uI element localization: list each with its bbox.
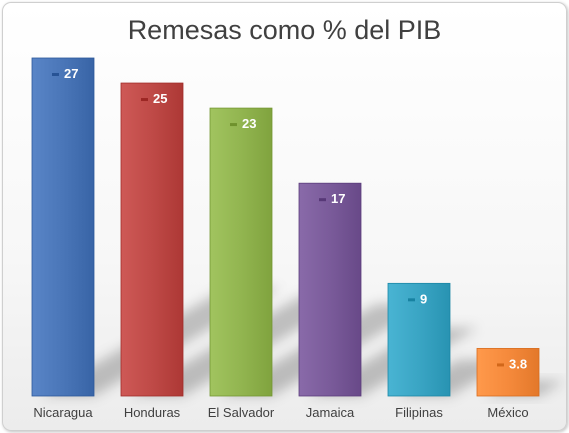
value-marker-nicaragua bbox=[52, 73, 59, 76]
value-label-m-xico: 3.8 bbox=[509, 356, 527, 371]
bars bbox=[31, 57, 540, 397]
value-marker-m-xico bbox=[497, 363, 504, 367]
value-label-filipinas: 9 bbox=[420, 291, 427, 306]
value-label-el-salvador: 23 bbox=[242, 116, 256, 131]
value-marker-filipinas bbox=[408, 298, 415, 302]
bar-el-salvador bbox=[209, 107, 273, 397]
category-label-filipinas: Filipinas bbox=[395, 405, 443, 420]
bar-chart: 27 Nicaragua 25 Honduras 23 El Salvador 17 Jama… bbox=[31, 57, 566, 420]
category-label-jamaica: Jamaica bbox=[306, 405, 355, 420]
bar-filipinas bbox=[387, 282, 451, 397]
category-label-el-salvador: El Salvador bbox=[208, 405, 275, 420]
value-label-jamaica: 17 bbox=[331, 191, 345, 206]
value-marker-el-salvador bbox=[230, 123, 237, 127]
value-marker-honduras bbox=[141, 98, 148, 102]
bar-nicaragua bbox=[31, 57, 95, 397]
value-label-honduras: 25 bbox=[153, 91, 167, 106]
bar-honduras bbox=[120, 82, 184, 397]
bar-jamaica bbox=[298, 182, 362, 397]
labels: 27 Nicaragua 25 Honduras 23 El Salvador 17 Jama… bbox=[33, 66, 528, 420]
value-label-nicaragua: 27 bbox=[64, 66, 78, 81]
category-label-honduras: Honduras bbox=[124, 405, 181, 420]
category-label-nicaragua: Nicaragua bbox=[33, 405, 93, 420]
bar-m-xico bbox=[476, 348, 540, 397]
category-label-m-xico: México bbox=[487, 405, 528, 420]
value-marker-jamaica bbox=[319, 198, 326, 202]
chart-title: Remesas como % del PIB bbox=[127, 15, 442, 45]
